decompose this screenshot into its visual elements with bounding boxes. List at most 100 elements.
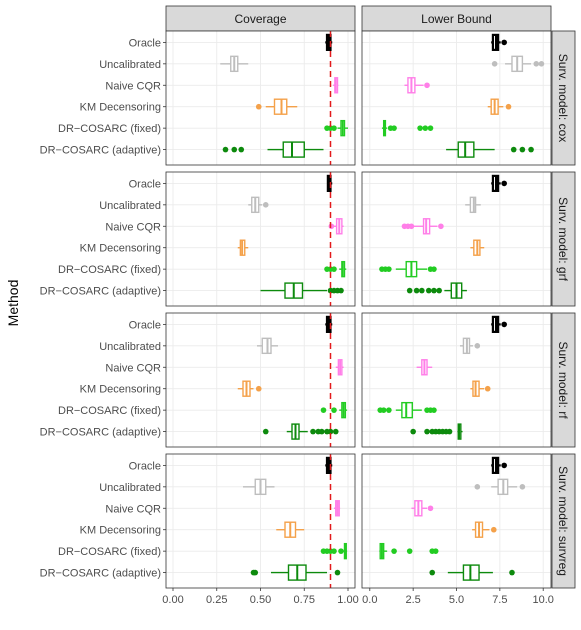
row-strip-label: Surv. model: cox	[556, 54, 570, 142]
y-tick-label: DR−COSARC (adaptive)	[40, 427, 161, 439]
panel-border	[361, 171, 552, 307]
x-tick-label: 0.50	[250, 594, 271, 606]
outlier-point	[427, 505, 434, 512]
y-tick-label: DR−COSARC (fixed)	[58, 123, 161, 135]
outlier-point	[380, 407, 387, 413]
outlier-point	[510, 146, 517, 153]
y-tick-label: Oracle	[129, 460, 161, 472]
x-tick-label: 0.75	[294, 594, 315, 606]
panel-border	[361, 312, 552, 448]
outlier-point	[422, 125, 429, 131]
y-tick-label: Oracle	[129, 319, 161, 331]
outlier-point	[262, 202, 269, 208]
y-tick-label: DR−COSARC (fixed)	[58, 405, 161, 417]
outlier-point	[255, 385, 262, 392]
x-tick-label: 0.25	[206, 594, 227, 606]
outlier-point	[424, 428, 430, 435]
panel-border	[165, 312, 356, 448]
outlier-point	[413, 287, 420, 294]
x-tick-label: 2.5	[406, 594, 421, 606]
outlier-point	[406, 548, 413, 554]
y-tick-label: Naive CQR	[105, 362, 161, 374]
outlier-point	[238, 146, 245, 153]
y-tick-label: DR−COSARC (adaptive)	[40, 568, 161, 580]
column-strip	[361, 5, 552, 32]
row-strip	[551, 312, 576, 448]
column-strip-label: Coverage	[234, 12, 286, 26]
outlier-point	[332, 428, 339, 435]
outlier-point	[222, 146, 229, 153]
outlier-point	[334, 569, 341, 576]
outlier-point	[509, 569, 515, 576]
y-tick-label: KM Decensoring	[80, 243, 161, 255]
outlier-point	[231, 146, 238, 153]
y-tick-label: Uncalibrated	[99, 200, 161, 212]
x-tick-label: 5.0	[449, 594, 464, 606]
outlier-point	[431, 407, 437, 413]
outlier-point	[310, 428, 316, 435]
row-strip	[551, 30, 576, 166]
outlier-point	[501, 180, 507, 187]
outlier-point	[255, 103, 262, 110]
outlier-point	[533, 61, 540, 67]
y-tick-label: Oracle	[129, 178, 161, 190]
outlier-point	[262, 428, 269, 435]
outlier-point	[328, 223, 335, 230]
row-strip-label: Surv. model: survreg	[556, 466, 570, 576]
outlier-point	[474, 343, 481, 349]
column-strip-label: Lower Bound	[421, 12, 492, 26]
row-strip	[551, 453, 576, 589]
x-tick-label: 1.00	[337, 594, 358, 606]
outlier-point	[429, 569, 436, 576]
outlier-point	[331, 407, 337, 413]
panel-border	[165, 30, 356, 166]
y-tick-label: DR−COSARC (fixed)	[58, 546, 161, 558]
outlier-point	[331, 266, 337, 272]
box	[282, 141, 305, 158]
outlier-point	[386, 407, 392, 413]
outlier-point	[519, 484, 526, 490]
outlier-point	[446, 428, 453, 435]
outlier-point	[438, 223, 444, 230]
outlier-point	[491, 61, 498, 67]
outlier-point	[318, 428, 325, 435]
row-strip-label: Surv. model: rf	[556, 341, 570, 419]
y-tick-label: DR−COSARC (adaptive)	[40, 145, 161, 157]
y-tick-label: KM Decensoring	[80, 525, 161, 537]
outlier-point	[410, 428, 416, 435]
outlier-point	[419, 287, 425, 294]
y-tick-label: Naive CQR	[105, 221, 161, 233]
y-axis-title: Method	[5, 280, 21, 327]
outlier-point	[484, 385, 491, 392]
row-strip	[551, 171, 576, 307]
outlier-point	[338, 548, 344, 554]
outlier-point	[424, 82, 430, 89]
y-tick-label: Uncalibrated	[99, 482, 161, 494]
y-tick-label: Uncalibrated	[99, 59, 161, 71]
outlier-point	[432, 548, 439, 554]
outlier-point	[436, 287, 442, 294]
outlier-point	[338, 287, 344, 294]
y-tick-label: Uncalibrated	[99, 341, 161, 353]
outlier-point	[501, 39, 507, 46]
y-tick-label: Naive CQR	[105, 503, 161, 515]
outlier-point	[501, 321, 507, 328]
outlier-point	[391, 125, 397, 131]
outlier-point	[474, 484, 481, 490]
outlier-point	[431, 287, 437, 294]
y-tick-label: KM Decensoring	[80, 384, 161, 396]
column-strip	[165, 5, 356, 32]
outlier-point	[528, 146, 534, 153]
y-tick-label: DR−COSARC (adaptive)	[40, 286, 161, 298]
outlier-point	[386, 266, 392, 272]
x-tick-label: 10.0	[532, 594, 553, 606]
x-tick-label: 0.00	[162, 594, 183, 606]
outlier-point	[391, 548, 397, 554]
x-tick-label: 0.0	[362, 594, 377, 606]
outlier-point	[331, 548, 337, 554]
outlier-point	[252, 569, 259, 576]
y-tick-label: Oracle	[129, 37, 161, 49]
panel-grid: Coverage Lower Bound Surv. model: cox Oracl…	[40, 5, 576, 606]
row-strip-label: Surv. model: grf	[556, 197, 570, 281]
